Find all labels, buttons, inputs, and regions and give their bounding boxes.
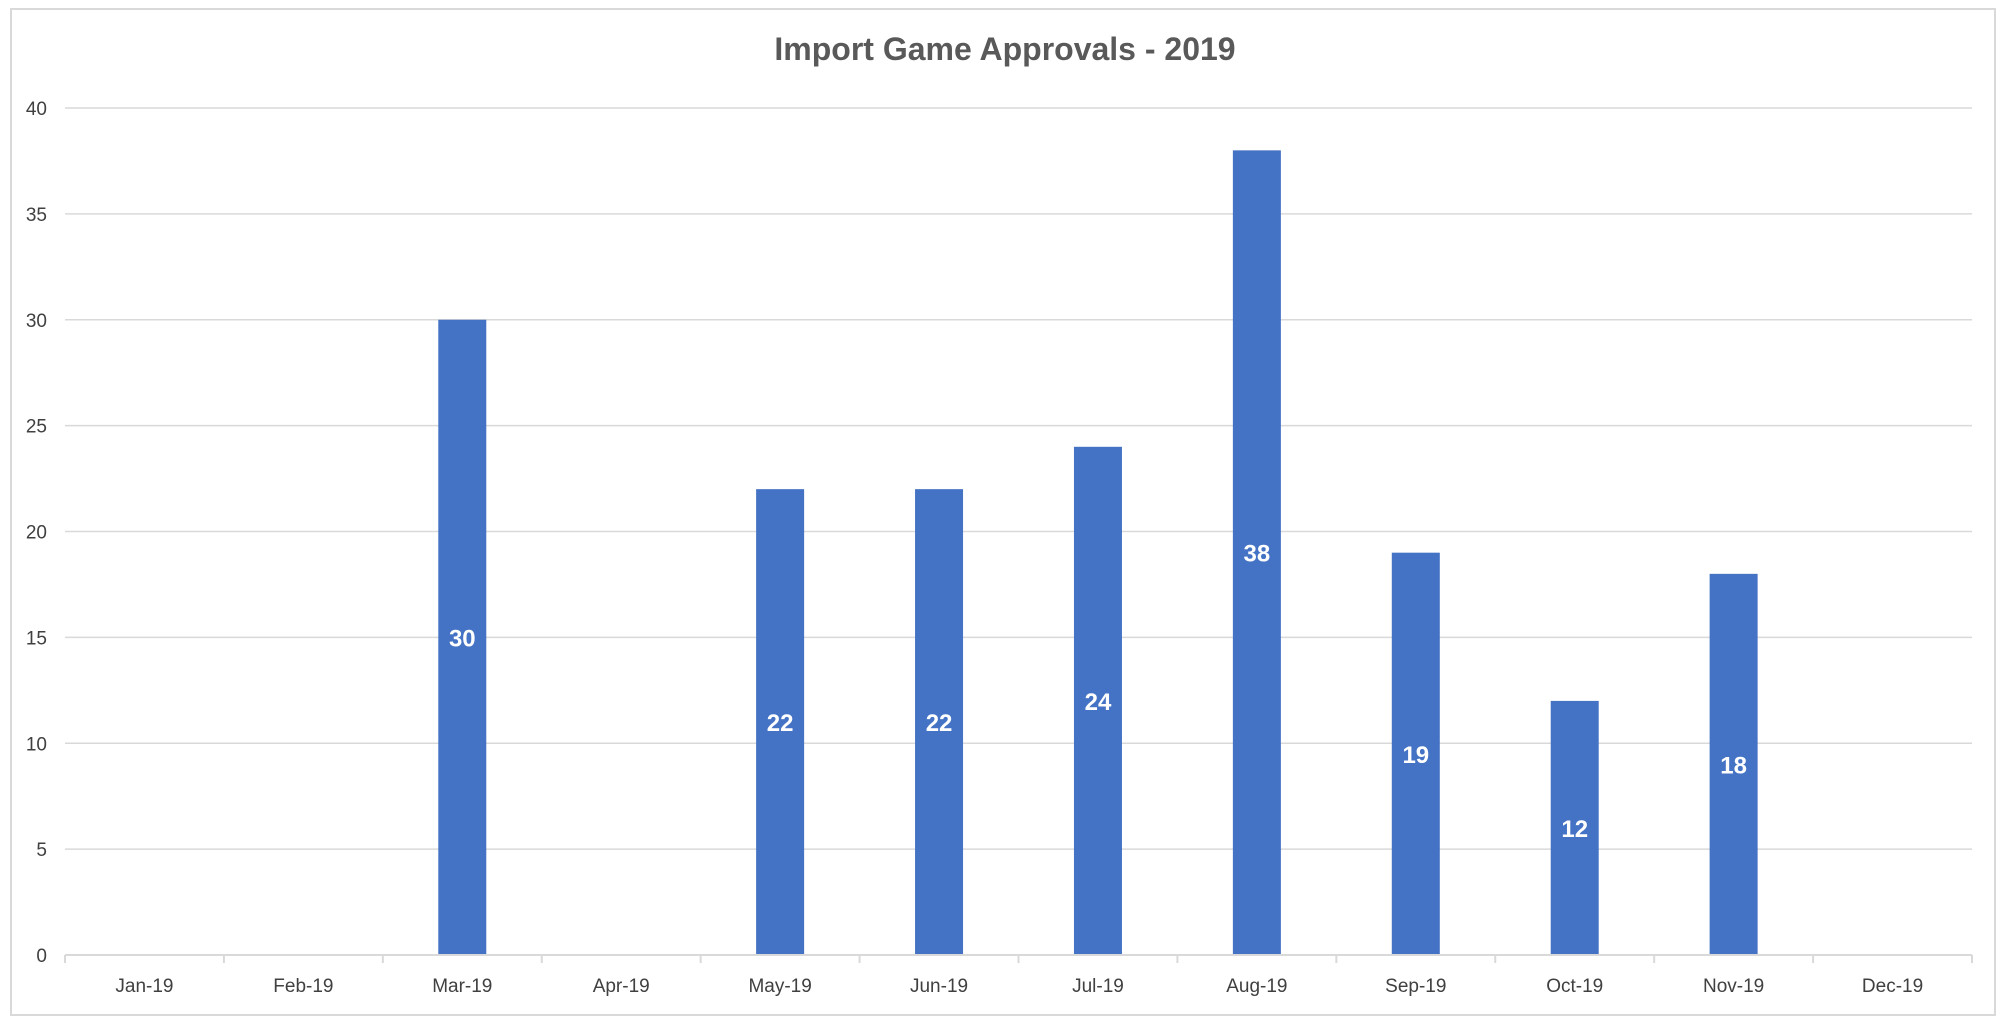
gridlines [65, 107, 1972, 850]
bar-sep-19 [1391, 552, 1440, 955]
y-tick-label: 15 [26, 628, 47, 649]
bar-may-19 [756, 489, 805, 955]
chart-frame: Import Game Approvals - 2019 0 5 10 15 20 25 3… [10, 8, 1996, 1016]
data-label: 22 [767, 710, 794, 737]
bar-jun-19 [915, 489, 964, 955]
y-tick-label: 40 [26, 99, 47, 120]
y-tick-label: 20 [26, 523, 47, 544]
bars [438, 150, 1758, 956]
y-tick-label: 30 [26, 311, 47, 332]
data-labels: 30 22 22 24 38 19 12 18 [449, 541, 1747, 843]
x-tick-label: Mar-19 [432, 976, 492, 997]
data-label: 22 [926, 710, 953, 737]
x-tick-label: Oct-19 [1546, 976, 1603, 997]
y-tick-label: 35 [26, 205, 47, 226]
x-tick-label: May-19 [748, 976, 811, 997]
data-label: 30 [449, 625, 476, 652]
x-tick-label: Jul-19 [1072, 976, 1124, 997]
x-tick-label: Jun-19 [910, 976, 968, 997]
bar-nov-19 [1709, 573, 1758, 955]
x-tick-label: Nov-19 [1703, 976, 1764, 997]
x-tick-label: Aug-19 [1226, 976, 1287, 997]
chart-title: Import Game Approvals - 2019 [774, 31, 1235, 67]
data-label: 12 [1561, 816, 1588, 843]
x-tick-label: Dec-19 [1862, 976, 1923, 997]
x-tick-label: Feb-19 [273, 976, 333, 997]
y-tick-label: 25 [26, 417, 47, 438]
y-axis-ticks: 0 5 10 15 20 25 30 35 40 [26, 99, 47, 967]
data-label: 38 [1244, 541, 1271, 568]
x-tick-label: Sep-19 [1385, 976, 1446, 997]
x-axis: Jan-19 Feb-19 Mar-19 Apr-19 May-19 Jun-19 Jul-… [64, 954, 1973, 997]
data-label: 19 [1402, 742, 1429, 769]
y-tick-label: 5 [36, 840, 47, 861]
y-tick-label: 10 [26, 734, 47, 755]
bar-jul-19 [1073, 446, 1122, 955]
bar-oct-19 [1550, 700, 1599, 955]
data-label: 24 [1085, 689, 1112, 716]
data-label: 18 [1720, 752, 1747, 779]
bar-mar-19 [438, 319, 487, 955]
x-tick-label: Apr-19 [593, 976, 650, 997]
bar-chart: Import Game Approvals - 2019 0 5 10 15 20 25 3… [26, 31, 1973, 997]
y-tick-label: 0 [36, 946, 47, 967]
x-tick-label: Jan-19 [115, 976, 173, 997]
bar-aug-19 [1232, 150, 1281, 956]
